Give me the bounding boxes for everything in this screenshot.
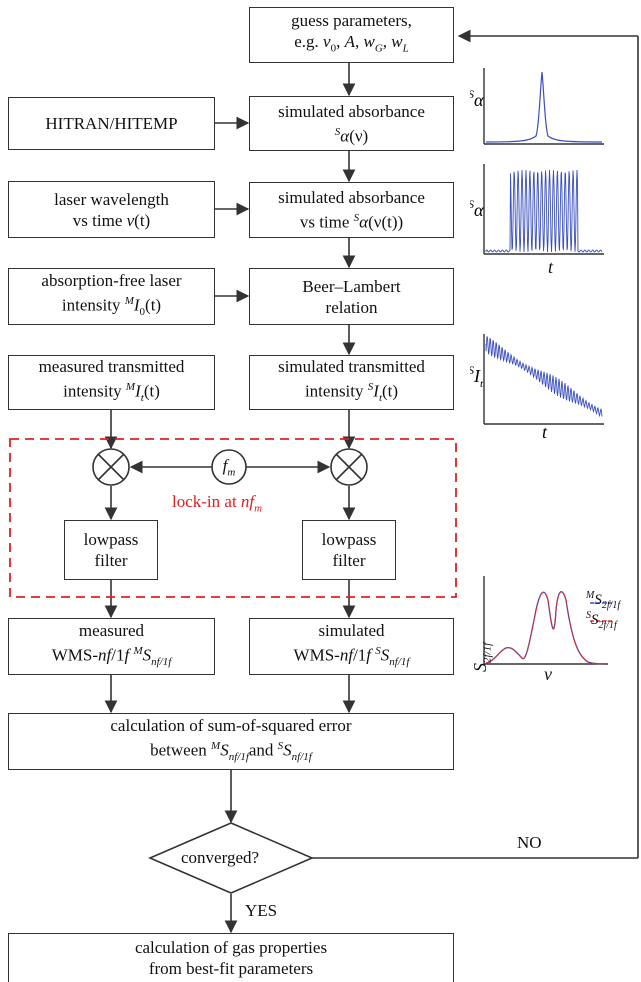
lockin-region [9,438,457,598]
mixer-left [92,448,130,486]
simulated-transmitted-box: simulated transmitted intensity SIt(t) [249,355,454,410]
laser-wavelength-box: laser wavelength vs time ν(t) [8,181,215,238]
plot2-xlabel: t [548,257,554,277]
simulated-absorbance-box: simulated absorbance Sα(ν) [249,96,454,151]
gas-properties-box: calculation of gas properties from best-… [8,933,454,982]
plot-absorbance-vs-t: Sα [470,164,604,255]
plot4-xlabel: ν [544,664,552,684]
hitran-hitemp-box: HITRAN/HITEMP [8,97,215,150]
mixer-right [330,448,368,486]
sse-calculation-box: calculation of sum-of-squared error betw… [8,713,454,770]
fm-label: fm [222,456,236,479]
plot-wms-vs-nu [483,576,614,665]
lowpass-filter-left: lowpass filter [64,520,158,580]
plot4-ylabel: S2f/1f [470,642,494,672]
lowpass-filter-right: lowpass filter [302,520,396,580]
absorbance-time-trace [485,169,603,253]
plot-absorbance-vs-nu: Sα ν [470,68,604,152]
fm-oscillator [211,449,247,485]
absorption-free-intensity-box: absorption-free laser intensity MI0(t) [8,268,215,325]
intensity-time-trace [485,336,603,418]
measured-transmitted-box: measured transmitted intensity MIt(t) [8,355,215,410]
yes-label: YES [245,901,278,920]
no-label: NO [517,833,542,852]
wms-simulated-trace [485,591,607,665]
simulated-absorbance-time-box: simulated absorbance vs time Sα(ν(t)) [249,182,454,238]
plot3-xlabel: t [542,422,548,440]
plot2-ylabel: Sα [470,197,484,220]
plot3-ylabel: SIt [470,363,484,390]
legend-simulated: SS2f/1f [586,610,617,631]
absorbance-time-oscillation [485,169,603,253]
simulated-wms-box: simulated WMS-nf/1f SSnf/1f [249,618,454,675]
plot1-ylabel: Sα [470,87,484,110]
legend-measured: MS2f/1f [586,590,621,611]
converged-diamond [147,822,315,894]
converged-label: converged? [181,848,260,867]
plot1-xlabel: ν [540,146,548,152]
lockin-label: lock-in at nfm [172,492,263,515]
beer-lambert-box: Beer–Lambert relation [249,268,454,325]
guess-parameters-box: guess parameters, e.g. v0, A, wG, wL [249,7,454,63]
measured-wms-box: measured WMS-nf/1f MSnf/1f [8,618,215,675]
plot-intensity-vs-t: SIt t [470,334,604,440]
intensity-time-oscillation [485,336,603,418]
absorbance-peak-trace [485,71,603,143]
